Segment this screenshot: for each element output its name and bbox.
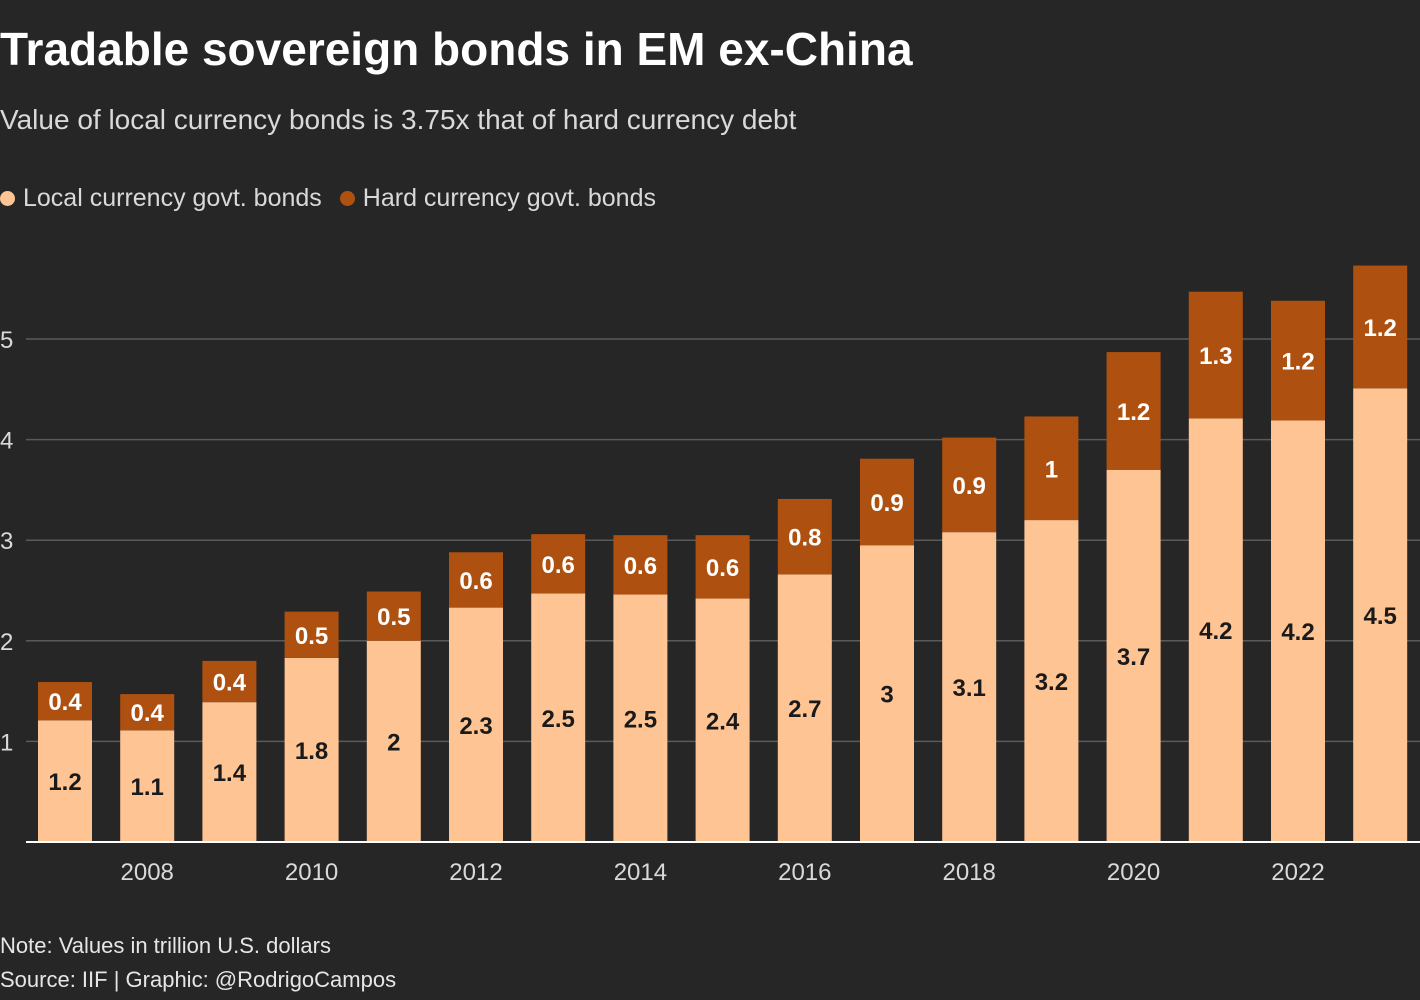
data-label-hard: 0.5 (377, 604, 410, 631)
data-label-hard: 0.4 (213, 670, 247, 697)
data-label-hard: 0.9 (870, 490, 903, 517)
data-label-local: 2.4 (706, 708, 740, 735)
data-label-local: 2.7 (788, 696, 821, 723)
x-tick-label: 2014 (614, 859, 667, 886)
y-tick-label: 1 (0, 729, 13, 756)
bar-hard (860, 458, 914, 546)
data-label-local: 3.7 (1117, 644, 1150, 671)
data-label-local: 1.4 (213, 760, 247, 787)
bar-local (777, 574, 832, 842)
legend-swatch-hard (339, 191, 355, 206)
x-tick-label: 2022 (1271, 859, 1324, 886)
data-label-hard: 1.2 (1281, 349, 1314, 376)
bar-local (1106, 469, 1161, 842)
data-label-local: 3 (880, 682, 893, 709)
y-tick-label: 4 (0, 428, 13, 455)
data-label-local: 1.1 (131, 774, 164, 801)
data-label-local: 4.2 (1199, 618, 1232, 645)
x-tick-label: 2012 (449, 859, 502, 886)
data-label-hard: 0.9 (953, 473, 986, 500)
chart-note: Note: Values in trillion U.S. dollars (0, 933, 331, 958)
bar-hard (777, 498, 832, 575)
x-tick-label: 2018 (943, 859, 996, 886)
data-label-local: 2 (387, 729, 400, 756)
bar-local (942, 532, 997, 842)
data-label-hard: 0.6 (542, 552, 575, 579)
bar-local (1353, 388, 1408, 842)
x-tick-label: 2008 (121, 859, 174, 886)
x-tick-label: 2020 (1107, 859, 1160, 886)
bar-hard (202, 660, 257, 703)
data-label-hard: 0.8 (788, 525, 821, 552)
bar-hard (1353, 265, 1408, 389)
bar-hard (1106, 352, 1161, 470)
bar-hard (942, 437, 997, 533)
bar-local (202, 702, 257, 842)
bar-local (1024, 520, 1079, 842)
bar-hard (695, 535, 750, 599)
bar-local (38, 720, 92, 842)
chart-source: Source: IIF | Graphic: @RodrigoCampos (0, 967, 397, 992)
data-label-local: 4.2 (1281, 619, 1314, 646)
bar-local (695, 598, 750, 842)
legend-item-hard: Hard currency govt. bonds (339, 184, 656, 213)
legend-label-local: Local currency govt. bonds (23, 184, 322, 212)
bar-hard (38, 682, 92, 721)
bar-local (1271, 420, 1325, 842)
data-label-hard: 0.4 (48, 689, 82, 716)
legend-label-hard: Hard currency govt. bonds (362, 184, 656, 212)
bar-hard (1024, 416, 1079, 521)
data-label-hard: 1.2 (1117, 399, 1150, 426)
data-label-local: 2.5 (542, 706, 575, 733)
data-label-local: 4.5 (1364, 603, 1397, 630)
bar-local (531, 593, 586, 842)
data-label-local: 2.3 (459, 713, 492, 740)
chart-subtitle: Value of local currency bonds is 3.75x t… (0, 104, 797, 135)
bar-local (860, 545, 914, 842)
bar-local (449, 607, 503, 842)
y-tick-label: 2 (0, 629, 13, 656)
bar-hard (1188, 291, 1243, 419)
data-label-local: 1.8 (295, 738, 328, 765)
data-label-local: 2.5 (624, 706, 657, 733)
bar-local (284, 657, 339, 842)
data-label-hard: 1.3 (1199, 343, 1232, 370)
data-label-hard: 0.4 (131, 700, 165, 727)
data-label-hard: 0.5 (295, 623, 328, 650)
data-label-hard: 0.6 (624, 553, 657, 580)
x-tick-label: 2016 (778, 859, 831, 886)
data-label-hard: 0.6 (459, 568, 492, 595)
legend: Local currency govt. bonds Hard currency… (0, 184, 674, 213)
bar-hard (531, 534, 586, 594)
bar-hard (613, 535, 668, 595)
data-label-hard: 0.6 (706, 555, 739, 582)
y-tick-label: 5 (0, 327, 13, 354)
bar-hard (284, 611, 339, 658)
bar-local (366, 640, 421, 842)
bar-hard (1271, 300, 1325, 421)
data-label-local: 3.2 (1035, 669, 1068, 696)
bar-hard (449, 552, 503, 608)
bar-hard (366, 591, 421, 641)
y-tick-label: 3 (0, 528, 13, 555)
chart-title: Tradable sovereign bonds in EM ex-China (0, 23, 913, 75)
stacked-bar-chart: 1 2 3 4 5 1.2 0.4 1.1 0.4 1.4 0.4 1.8 0.5 2 0.5 2.3 0.6 2… (0, 265, 1420, 886)
bar-hard (120, 694, 175, 731)
bar-local (120, 730, 175, 842)
data-label-local: 3.1 (953, 675, 986, 702)
data-label-local: 1.2 (48, 769, 81, 796)
x-tick-label: 2010 (285, 859, 338, 886)
legend-swatch-local (0, 191, 15, 206)
bar-local (613, 594, 668, 842)
data-label-hard: 1.2 (1364, 315, 1397, 342)
bar-local (1188, 418, 1243, 842)
data-label-hard: 1 (1045, 456, 1058, 483)
legend-item-local: Local currency govt. bonds (0, 184, 322, 213)
